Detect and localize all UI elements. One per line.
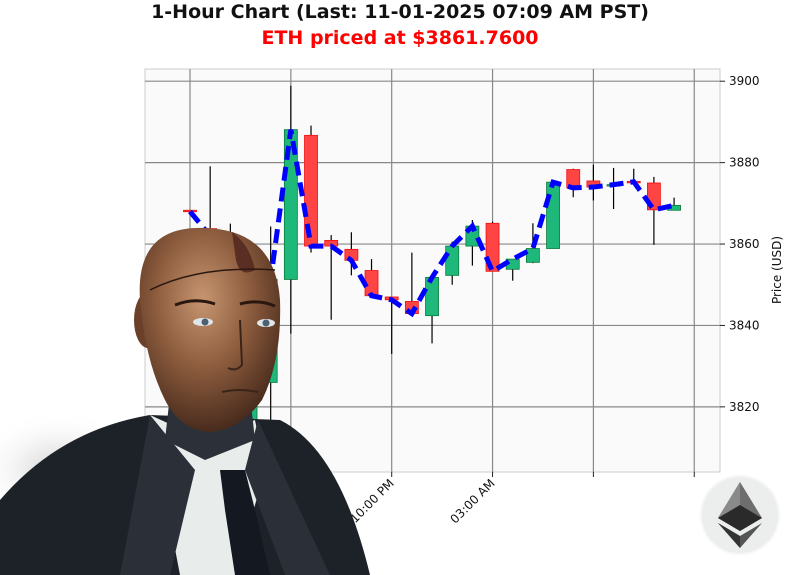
candle-up xyxy=(525,248,540,263)
y-tick-label: 3820 xyxy=(729,400,760,414)
y-axis-label: Price (USD) xyxy=(770,236,784,304)
x-tick-label: 03:00 AM xyxy=(447,476,497,526)
y-tick-label: 3900 xyxy=(729,74,760,88)
chart-title: 1-Hour Chart (Last: 11-01-2025 07:09 AM … xyxy=(151,1,649,23)
ethereum-logo xyxy=(700,475,780,555)
android-avatar-image xyxy=(0,227,370,575)
candle-up xyxy=(425,277,439,317)
candle-up xyxy=(445,245,460,276)
y-tick-label: 3880 xyxy=(729,156,760,170)
candle-up xyxy=(546,181,560,249)
y-tick-label: 3860 xyxy=(729,237,760,251)
y-tick-label: 3840 xyxy=(729,318,760,332)
price-subtitle: ETH priced at $3861.7600 xyxy=(261,27,539,49)
x-tick-label: 10:00 PM xyxy=(347,476,396,525)
